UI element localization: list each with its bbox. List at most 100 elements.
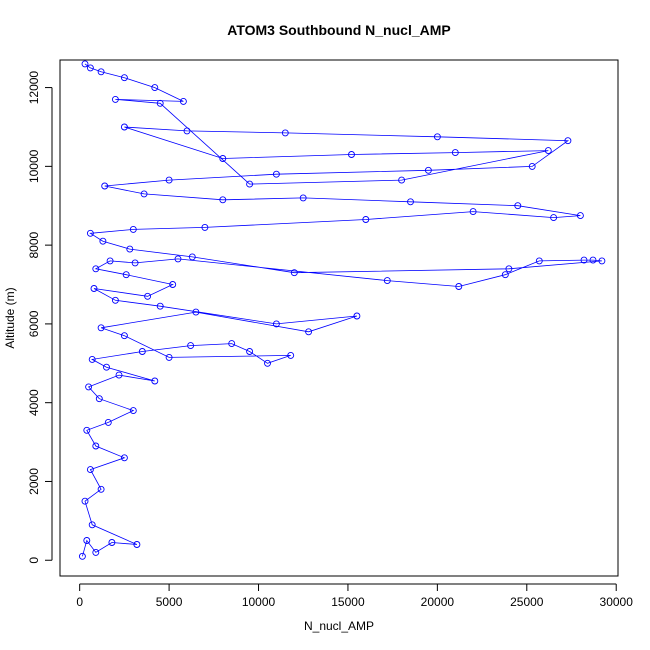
data-point-0-55 bbox=[86, 229, 94, 237]
data-point-0-3 bbox=[108, 539, 116, 546]
data-point-0-53 bbox=[126, 245, 134, 253]
data-point-0-24 bbox=[264, 359, 271, 367]
data-point-0-60 bbox=[550, 214, 558, 222]
data-point-0-85 bbox=[179, 97, 187, 105]
data-point-0-34 bbox=[111, 296, 119, 304]
data-point-0-16 bbox=[115, 371, 123, 379]
data-point-0-7 bbox=[97, 485, 105, 493]
data-point-0-4 bbox=[133, 541, 141, 548]
x-tick-label-2: 10000 bbox=[242, 595, 276, 609]
data-point-0-20 bbox=[138, 348, 146, 355]
data-point-0-86 bbox=[151, 84, 159, 92]
data-point-0-47 bbox=[580, 256, 588, 264]
data-point-0-41 bbox=[131, 259, 139, 267]
data-point-0-51 bbox=[290, 269, 298, 277]
data-point-0-81 bbox=[398, 176, 406, 184]
data-point-0-44 bbox=[455, 283, 463, 290]
data-point-0-56 bbox=[129, 225, 137, 233]
y-tick-label-0: 0 bbox=[27, 557, 41, 564]
data-point-0-68 bbox=[165, 176, 173, 184]
data-point-0-88 bbox=[97, 68, 105, 76]
data-point-0-75 bbox=[183, 127, 191, 135]
data-point-0-65 bbox=[219, 196, 227, 204]
data-point-0-54 bbox=[99, 237, 107, 245]
data-point-0-49 bbox=[598, 257, 606, 265]
data-point-0-2 bbox=[92, 548, 100, 556]
x-axis-label: N_nucl_AMP bbox=[304, 619, 374, 633]
data-point-0-76 bbox=[120, 123, 128, 131]
data-point-0-70 bbox=[424, 166, 432, 174]
data-point-0-39 bbox=[92, 265, 100, 273]
data-point-0-46 bbox=[535, 257, 543, 265]
data-point-0-73 bbox=[433, 133, 441, 141]
data-point-0-84 bbox=[111, 95, 119, 103]
data-point-0-1 bbox=[83, 537, 91, 544]
data-point-0-30 bbox=[305, 328, 313, 336]
x-axis: 0 5000 10000 15000 20000 25000 30000 bbox=[76, 583, 634, 609]
x-tick-label-6: 30000 bbox=[600, 595, 634, 609]
x-tick-label-1: 5000 bbox=[156, 595, 183, 609]
data-point-0-26 bbox=[165, 353, 173, 361]
data-point-0-11 bbox=[83, 426, 91, 434]
data-point-0-12 bbox=[104, 418, 112, 426]
data-point-0-19 bbox=[88, 355, 96, 363]
data-point-0-61 bbox=[576, 212, 584, 220]
data-point-0-42 bbox=[174, 255, 182, 263]
data-point-0-35 bbox=[90, 285, 98, 292]
data-point-0-22 bbox=[228, 340, 236, 348]
data-point-0-28 bbox=[97, 324, 105, 332]
data-point-0-64 bbox=[299, 194, 307, 202]
data-point-0-27 bbox=[120, 332, 128, 340]
data-point-0-58 bbox=[362, 216, 370, 223]
data-point-0-9 bbox=[120, 454, 128, 462]
data-point-0-43 bbox=[383, 277, 391, 285]
y-tick-label-5: 10000 bbox=[27, 149, 41, 183]
y-axis-label: Altitude (m) bbox=[3, 287, 17, 348]
data-point-0-18 bbox=[103, 363, 110, 371]
y-axis: 0 2000 4000 6000 8000 10000 12000 bbox=[27, 71, 53, 564]
data-point-0-69 bbox=[272, 170, 280, 178]
data-point-0-36 bbox=[144, 292, 152, 300]
data-point-0-33 bbox=[156, 302, 164, 310]
data-point-0-71 bbox=[528, 162, 536, 170]
data-point-0-83 bbox=[156, 99, 164, 107]
data-point-0-57 bbox=[201, 223, 209, 231]
y-tick-label-4: 8000 bbox=[27, 231, 41, 258]
data-point-0-8 bbox=[86, 466, 94, 474]
y-tick-label-6: 12000 bbox=[27, 71, 41, 105]
data-point-0-25 bbox=[287, 351, 295, 359]
data-point-0-10 bbox=[92, 442, 100, 450]
data-point-0-23 bbox=[246, 348, 254, 355]
data-point-0-13 bbox=[129, 407, 137, 415]
x-tick-label-3: 15000 bbox=[331, 595, 365, 609]
data-point-0-77 bbox=[219, 155, 227, 162]
x-tick-label-5: 25000 bbox=[510, 595, 544, 609]
y-tick-label-2: 4000 bbox=[27, 389, 41, 416]
data-point-0-38 bbox=[122, 271, 130, 279]
data-point-0-89 bbox=[86, 64, 94, 72]
data-point-0-31 bbox=[353, 312, 361, 320]
data-point-0-74 bbox=[281, 129, 289, 137]
chart-title: ATOM3 Southbound N_nucl_AMP bbox=[227, 22, 450, 38]
data-point-0-62 bbox=[514, 202, 522, 210]
data-point-0-21 bbox=[187, 342, 195, 350]
data-point-0-45 bbox=[501, 271, 509, 279]
data-series-layer bbox=[78, 60, 606, 560]
data-point-0-82 bbox=[246, 180, 254, 188]
data-point-0-32 bbox=[272, 320, 280, 328]
data-point-0-87 bbox=[120, 74, 128, 82]
data-point-0-48 bbox=[589, 256, 597, 264]
data-point-0-63 bbox=[407, 198, 414, 206]
data-point-0-17 bbox=[151, 377, 159, 385]
data-point-0-59 bbox=[469, 208, 477, 216]
data-point-0-66 bbox=[140, 190, 148, 198]
data-point-0-52 bbox=[188, 253, 196, 261]
data-point-0-80 bbox=[544, 147, 552, 155]
data-point-0-5 bbox=[88, 521, 96, 529]
data-point-0-15 bbox=[85, 383, 93, 391]
plot-area-frame bbox=[59, 59, 619, 577]
data-point-0-40 bbox=[106, 257, 114, 265]
data-point-0-78 bbox=[348, 151, 355, 158]
